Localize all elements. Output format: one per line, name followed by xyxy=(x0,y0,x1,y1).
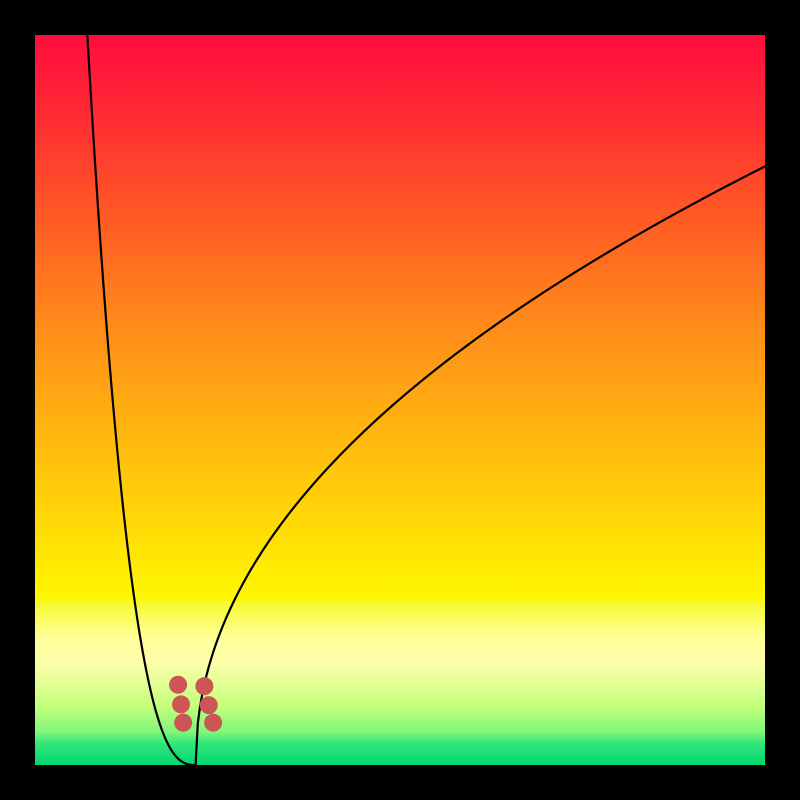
data-marker xyxy=(172,695,190,713)
bottleneck-chart xyxy=(0,0,800,800)
data-marker xyxy=(169,676,187,694)
data-marker xyxy=(195,677,213,695)
data-marker xyxy=(204,714,222,732)
data-marker xyxy=(200,696,218,714)
data-marker xyxy=(174,714,192,732)
